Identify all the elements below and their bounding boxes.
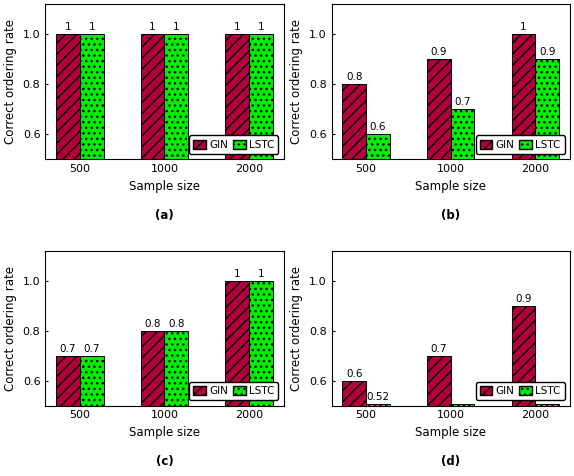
- Text: 1: 1: [88, 22, 95, 32]
- Text: 0.8: 0.8: [144, 318, 161, 328]
- Bar: [80, 34, 103, 159]
- Text: 0.8: 0.8: [346, 72, 363, 82]
- Legend: GIN, LSTC: GIN, LSTC: [476, 135, 565, 154]
- Legend: GIN, LSTC: GIN, LSTC: [189, 382, 278, 400]
- Text: 0.7: 0.7: [83, 344, 100, 354]
- Bar: [56, 34, 80, 159]
- X-axis label: Sample size: Sample size: [415, 179, 486, 193]
- Bar: [366, 134, 390, 159]
- Legend: GIN, LSTC: GIN, LSTC: [189, 135, 278, 154]
- Text: 1: 1: [520, 22, 527, 32]
- X-axis label: Sample size: Sample size: [129, 426, 200, 439]
- Bar: [427, 356, 451, 406]
- Text: 1: 1: [258, 22, 264, 32]
- Bar: [56, 356, 80, 406]
- Bar: [343, 84, 366, 159]
- Text: 1: 1: [234, 22, 241, 32]
- Y-axis label: Correct ordering rate: Correct ordering rate: [4, 19, 17, 144]
- Bar: [451, 404, 475, 406]
- Text: 0.7: 0.7: [60, 344, 76, 354]
- Text: 0.9: 0.9: [430, 47, 447, 57]
- Text: 0.7: 0.7: [430, 344, 447, 354]
- Bar: [141, 34, 164, 159]
- Text: 1: 1: [173, 22, 180, 32]
- Text: 0.7: 0.7: [455, 97, 471, 107]
- Text: 0.9: 0.9: [539, 47, 556, 57]
- Text: 0.52: 0.52: [366, 392, 390, 402]
- Text: (b): (b): [441, 209, 460, 222]
- Bar: [164, 330, 188, 406]
- Bar: [80, 356, 103, 406]
- Text: (d): (d): [441, 455, 460, 468]
- Text: 1: 1: [149, 22, 156, 32]
- Bar: [451, 109, 475, 159]
- Legend: GIN, LSTC: GIN, LSTC: [476, 382, 565, 400]
- Bar: [511, 306, 536, 406]
- Text: 1: 1: [234, 268, 241, 278]
- Text: 0.6: 0.6: [370, 122, 386, 132]
- Y-axis label: Correct ordering rate: Correct ordering rate: [4, 266, 17, 390]
- Bar: [511, 34, 536, 159]
- X-axis label: Sample size: Sample size: [415, 426, 486, 439]
- Bar: [164, 34, 188, 159]
- Bar: [366, 404, 390, 406]
- Bar: [536, 404, 559, 406]
- Y-axis label: Correct ordering rate: Correct ordering rate: [290, 19, 304, 144]
- X-axis label: Sample size: Sample size: [129, 179, 200, 193]
- Text: 0.6: 0.6: [346, 368, 363, 378]
- Text: (c): (c): [156, 455, 173, 468]
- Bar: [536, 59, 559, 159]
- Bar: [249, 34, 273, 159]
- Text: 0.9: 0.9: [515, 294, 532, 304]
- Bar: [226, 34, 249, 159]
- Bar: [226, 280, 249, 406]
- Bar: [249, 280, 273, 406]
- Text: 1: 1: [258, 268, 264, 278]
- Y-axis label: Correct ordering rate: Correct ordering rate: [290, 266, 304, 390]
- Bar: [343, 380, 366, 406]
- Text: 1: 1: [65, 22, 71, 32]
- Text: (a): (a): [155, 209, 174, 222]
- Text: 0.52: 0.52: [536, 392, 559, 402]
- Text: 0.8: 0.8: [168, 318, 184, 328]
- Bar: [141, 330, 164, 406]
- Bar: [427, 59, 451, 159]
